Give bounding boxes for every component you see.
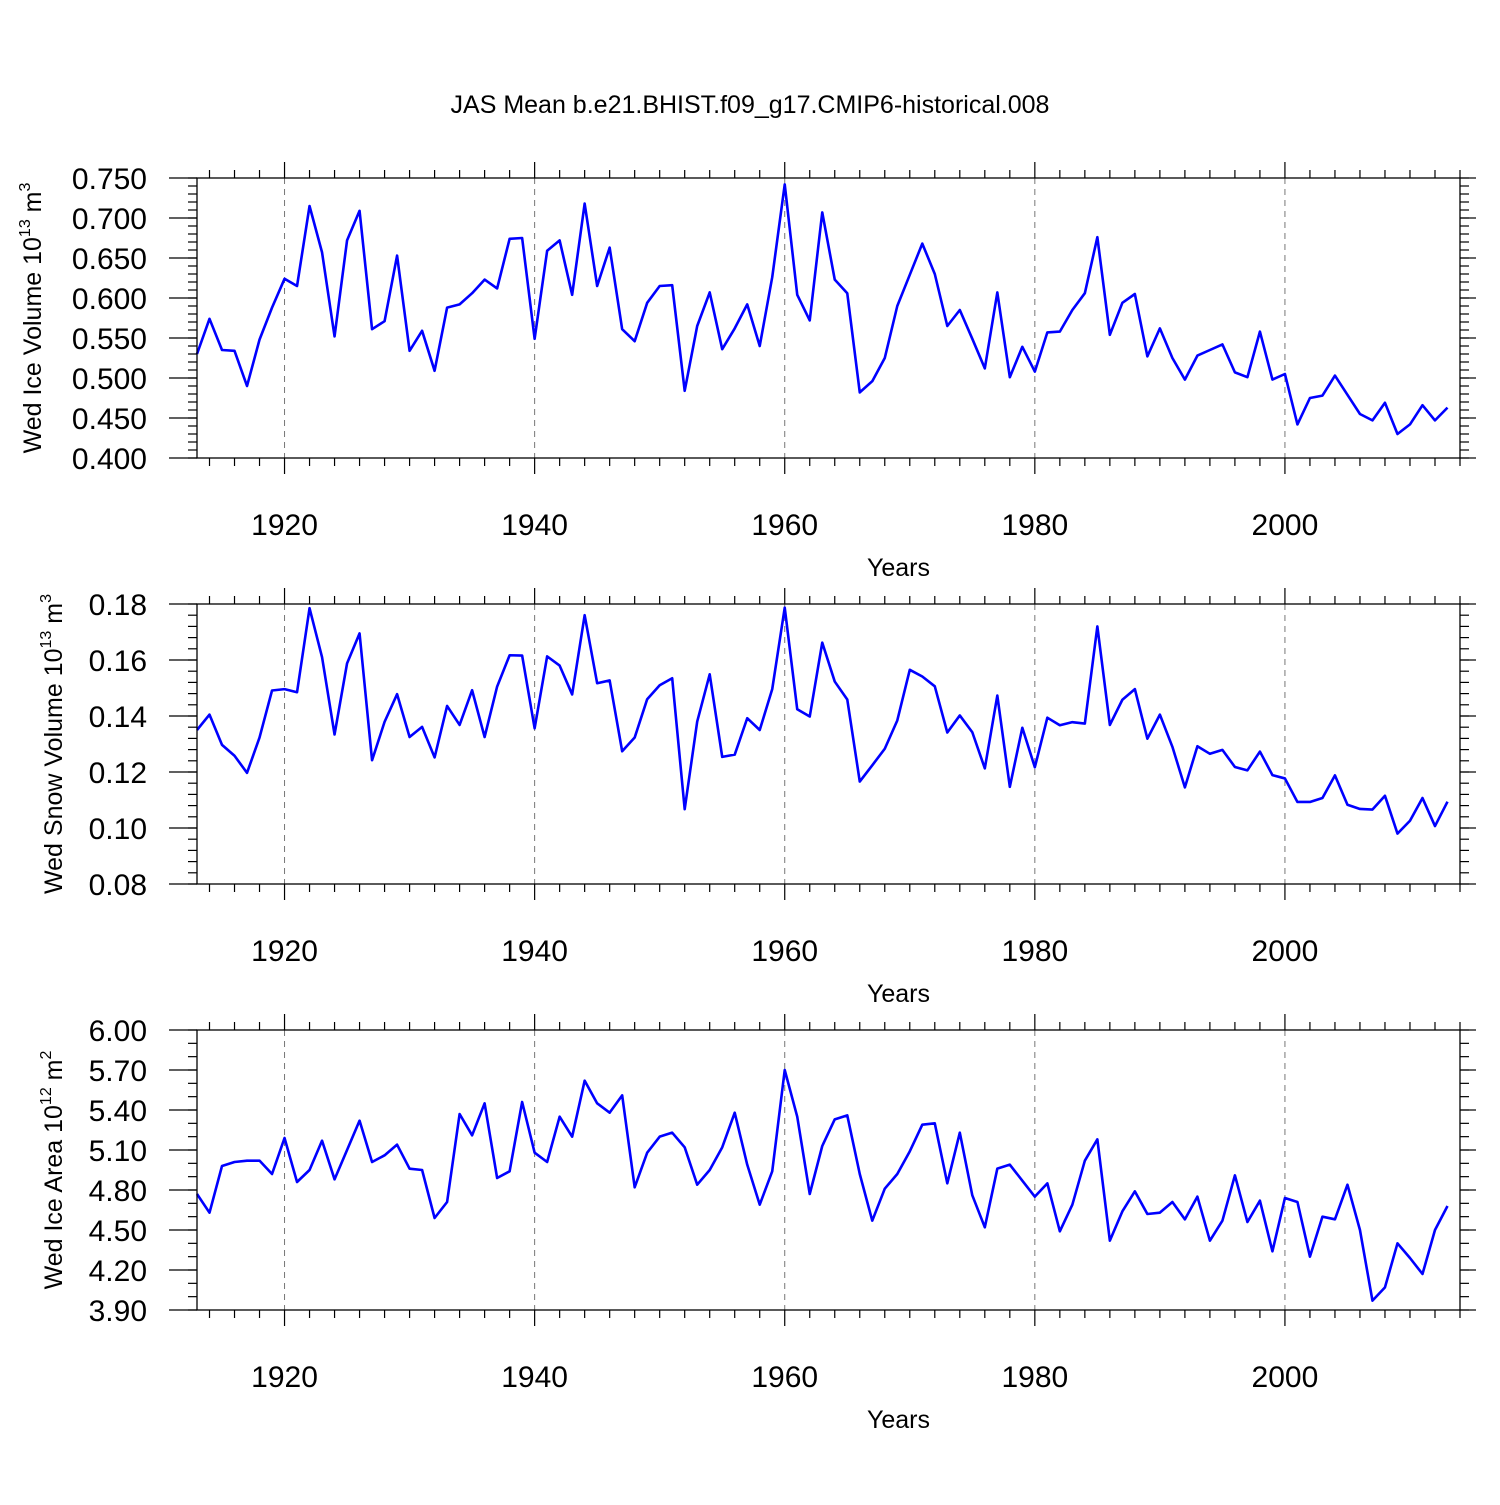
- y-tick-label: 0.550: [72, 323, 147, 356]
- x-tick-label: 2000: [1252, 935, 1319, 968]
- x-tick-label: 1960: [751, 1361, 818, 1394]
- y-tick-label: 0.16: [89, 645, 147, 678]
- y-tick-label: 0.450: [72, 403, 147, 436]
- series-line: [195, 606, 1449, 835]
- x-tick-label: 1920: [251, 935, 318, 968]
- x-tick-label: 1920: [251, 509, 318, 542]
- plot-frame: [196, 603, 1461, 885]
- y-tick-label: 0.400: [72, 443, 147, 476]
- y-tick-label: 5.70: [89, 1055, 147, 1088]
- y-axis-label: Wed Snow Volume 1013 m3: [38, 594, 68, 894]
- y-tick-label: 0.18: [89, 589, 147, 622]
- series-line: [195, 1068, 1449, 1302]
- plot-frame: [196, 177, 1461, 459]
- y-axis-label: Wed Ice Area 1012 m2: [38, 1050, 68, 1289]
- snow-volume-panel: 1920 1940 1960 1980 2000 Years 0.08 0.10 0.12 0.1…: [38, 588, 1476, 1008]
- x-tick-label: 2000: [1252, 1361, 1319, 1394]
- y-tick-label: 3.90: [89, 1295, 147, 1328]
- chart-title: JAS Mean b.e21.BHIST.f09_g17.CMIP6-histo…: [451, 91, 1050, 119]
- ice-area-panel: 1920 1940 1960 1980 2000 Years 3.90 4.20 4.50 4.8…: [38, 1014, 1476, 1434]
- x-axis-label: Years: [867, 1406, 930, 1434]
- y-tick-label: 0.500: [72, 363, 147, 396]
- x-tick-label: 1980: [1001, 1361, 1068, 1394]
- y-tick-label: 6.00: [89, 1015, 147, 1048]
- x-axis-label: Years: [867, 554, 930, 582]
- y-tick-label: 0.650: [72, 243, 147, 276]
- x-tick-label: 1960: [751, 935, 818, 968]
- y-tick-label: 0.08: [89, 869, 147, 902]
- x-tick-label: 1920: [251, 1361, 318, 1394]
- series-line: [195, 183, 1449, 436]
- y-tick-label: 5.40: [89, 1095, 147, 1128]
- x-tick-label: 2000: [1252, 509, 1319, 542]
- y-tick-label: 0.12: [89, 757, 147, 790]
- x-tick-label: 1940: [501, 935, 568, 968]
- x-tick-label: 1940: [501, 509, 568, 542]
- y-axis-label: Wed Ice Volume 1013 m3: [17, 182, 47, 453]
- x-tick-label: 1960: [751, 509, 818, 542]
- x-tick-label: 1980: [1001, 509, 1068, 542]
- y-tick-label: 0.14: [89, 701, 147, 734]
- y-tick-label: 5.10: [89, 1135, 147, 1168]
- y-tick-label: 4.50: [89, 1215, 147, 1248]
- ice-volume-panel: 1920 1940 1960 1980 2000 Years 0.400 0.450 0.500…: [17, 162, 1476, 582]
- x-tick-label: 1980: [1001, 935, 1068, 968]
- plot-frame: [196, 1029, 1461, 1311]
- y-tick-label: 0.700: [72, 203, 147, 236]
- y-tick-label: 0.600: [72, 283, 147, 316]
- x-axis-label: Years: [867, 980, 930, 1008]
- y-tick-label: 0.750: [72, 163, 147, 196]
- x-tick-label: 1940: [501, 1361, 568, 1394]
- y-tick-label: 4.20: [89, 1255, 147, 1288]
- y-tick-label: 0.10: [89, 813, 147, 846]
- y-tick-label: 4.80: [89, 1175, 147, 1208]
